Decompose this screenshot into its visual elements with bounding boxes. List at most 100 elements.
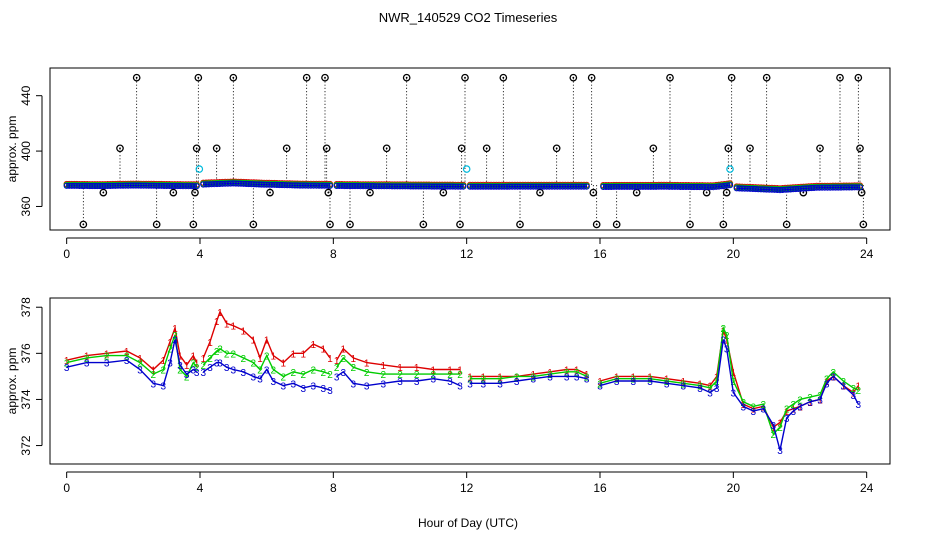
series-marker: 1	[831, 372, 837, 383]
outlier-point	[457, 144, 466, 153]
series-marker: 2	[151, 370, 157, 381]
outlier-point-dot	[369, 191, 371, 194]
series-marker: 1	[681, 377, 687, 388]
outlier-point	[859, 220, 868, 229]
outlier-point	[191, 188, 199, 197]
outlier-point-dot	[539, 191, 541, 194]
series-marker: 2	[184, 372, 190, 383]
outlier-point-dot	[595, 223, 598, 226]
outlier-point-dot	[155, 223, 158, 226]
series-marker: 3	[841, 382, 847, 393]
series-marker: 1	[547, 368, 553, 379]
y-tick-label: 378	[19, 297, 33, 317]
series-marker: 2	[271, 366, 277, 377]
outlier-point	[612, 220, 621, 229]
series-marker: 2	[497, 375, 503, 386]
series-marker: 2	[64, 359, 70, 370]
outlier-point-dot	[592, 191, 595, 194]
series-marker: 3	[851, 391, 857, 402]
outlier-point-dot	[519, 223, 521, 226]
series-marker: 2	[751, 402, 757, 413]
outlier-point-dot	[722, 223, 725, 226]
series-marker: 2	[584, 372, 590, 383]
baseline-point	[583, 183, 590, 190]
series-marker: 2	[724, 331, 730, 342]
baseline-point	[190, 183, 197, 190]
series-marker: 2	[457, 370, 463, 381]
plot-frame	[49, 297, 891, 465]
series-marker: 1	[697, 379, 703, 390]
series-marker: 2	[797, 395, 803, 406]
series-marker: 3	[207, 363, 213, 374]
outlier-point-dot	[802, 191, 805, 194]
outlier-point-dot	[325, 147, 328, 150]
series-marker: 1	[364, 359, 370, 370]
outlier-point-dot	[669, 76, 671, 79]
outlier-point	[266, 188, 274, 197]
outlier-point	[482, 144, 491, 153]
series-marker: 3	[224, 363, 230, 374]
series-marker: 2	[824, 375, 830, 386]
series-marker: 1	[597, 377, 603, 388]
series-marker: 1	[124, 347, 130, 358]
series-marker: 2	[647, 375, 653, 386]
series-marker: 1	[161, 356, 167, 367]
series-marker: 3	[731, 389, 737, 400]
y-axis-label: approx. ppm	[5, 116, 19, 183]
series-marker: 3	[414, 377, 420, 388]
series-marker: 1	[761, 402, 767, 413]
series-marker: 3	[714, 384, 720, 395]
series-marker: 1	[574, 366, 580, 377]
y-tick-label: 372	[19, 435, 33, 455]
series-marker: 1	[457, 366, 463, 377]
x-tick-label: 20	[727, 247, 741, 261]
outlier-point-dot	[197, 76, 200, 79]
series-marker: 1	[151, 366, 157, 377]
series-marker: 3	[167, 359, 173, 370]
series-marker: 3	[574, 372, 580, 383]
baseline-point	[193, 183, 200, 190]
outlier-point-dot	[252, 223, 255, 226]
outlier-point-dot	[405, 76, 408, 79]
series-marker: 2	[224, 349, 230, 360]
series-marker: 3	[584, 375, 590, 386]
series-marker: 2	[447, 370, 453, 381]
series-marker: 3	[681, 382, 687, 393]
outlier-point-dot	[689, 223, 691, 226]
series-marker: 1	[257, 354, 263, 365]
series-marker: 2	[547, 370, 553, 381]
series-marker: 1	[84, 352, 90, 363]
series-marker: 3	[327, 386, 333, 397]
series-marker: 2	[564, 368, 570, 379]
series-line	[202, 361, 331, 391]
outlier-point-dot	[329, 223, 331, 226]
outlier-point	[719, 220, 728, 229]
series-marker: 1	[797, 402, 803, 413]
outlier-point-dot	[232, 76, 235, 79]
series-marker: 1	[172, 324, 178, 335]
outlier-point	[326, 220, 334, 229]
series-marker: 1	[311, 340, 317, 351]
outlier-point-dot	[859, 147, 861, 150]
series-marker: 3	[807, 398, 813, 409]
series-marker: 3	[381, 379, 387, 390]
series-marker: 1	[241, 326, 247, 337]
series-marker: 2	[311, 366, 317, 377]
series-marker: 1	[851, 389, 857, 400]
outlier-point	[189, 220, 198, 229]
series-marker: 1	[201, 354, 207, 365]
series-marker: 2	[731, 377, 737, 388]
series-marker: 3	[751, 407, 757, 418]
series-marker: 2	[341, 354, 347, 365]
series-marker: 2	[574, 368, 580, 379]
series-marker: 3	[467, 379, 473, 390]
outlier-point-dot	[285, 147, 288, 150]
outlier-point-dot	[459, 223, 461, 226]
series-marker: 2	[214, 347, 220, 358]
series-marker: 1	[807, 398, 813, 409]
outlier-point	[322, 144, 331, 153]
series-marker: 3	[257, 375, 263, 386]
outlier-point	[816, 144, 824, 153]
